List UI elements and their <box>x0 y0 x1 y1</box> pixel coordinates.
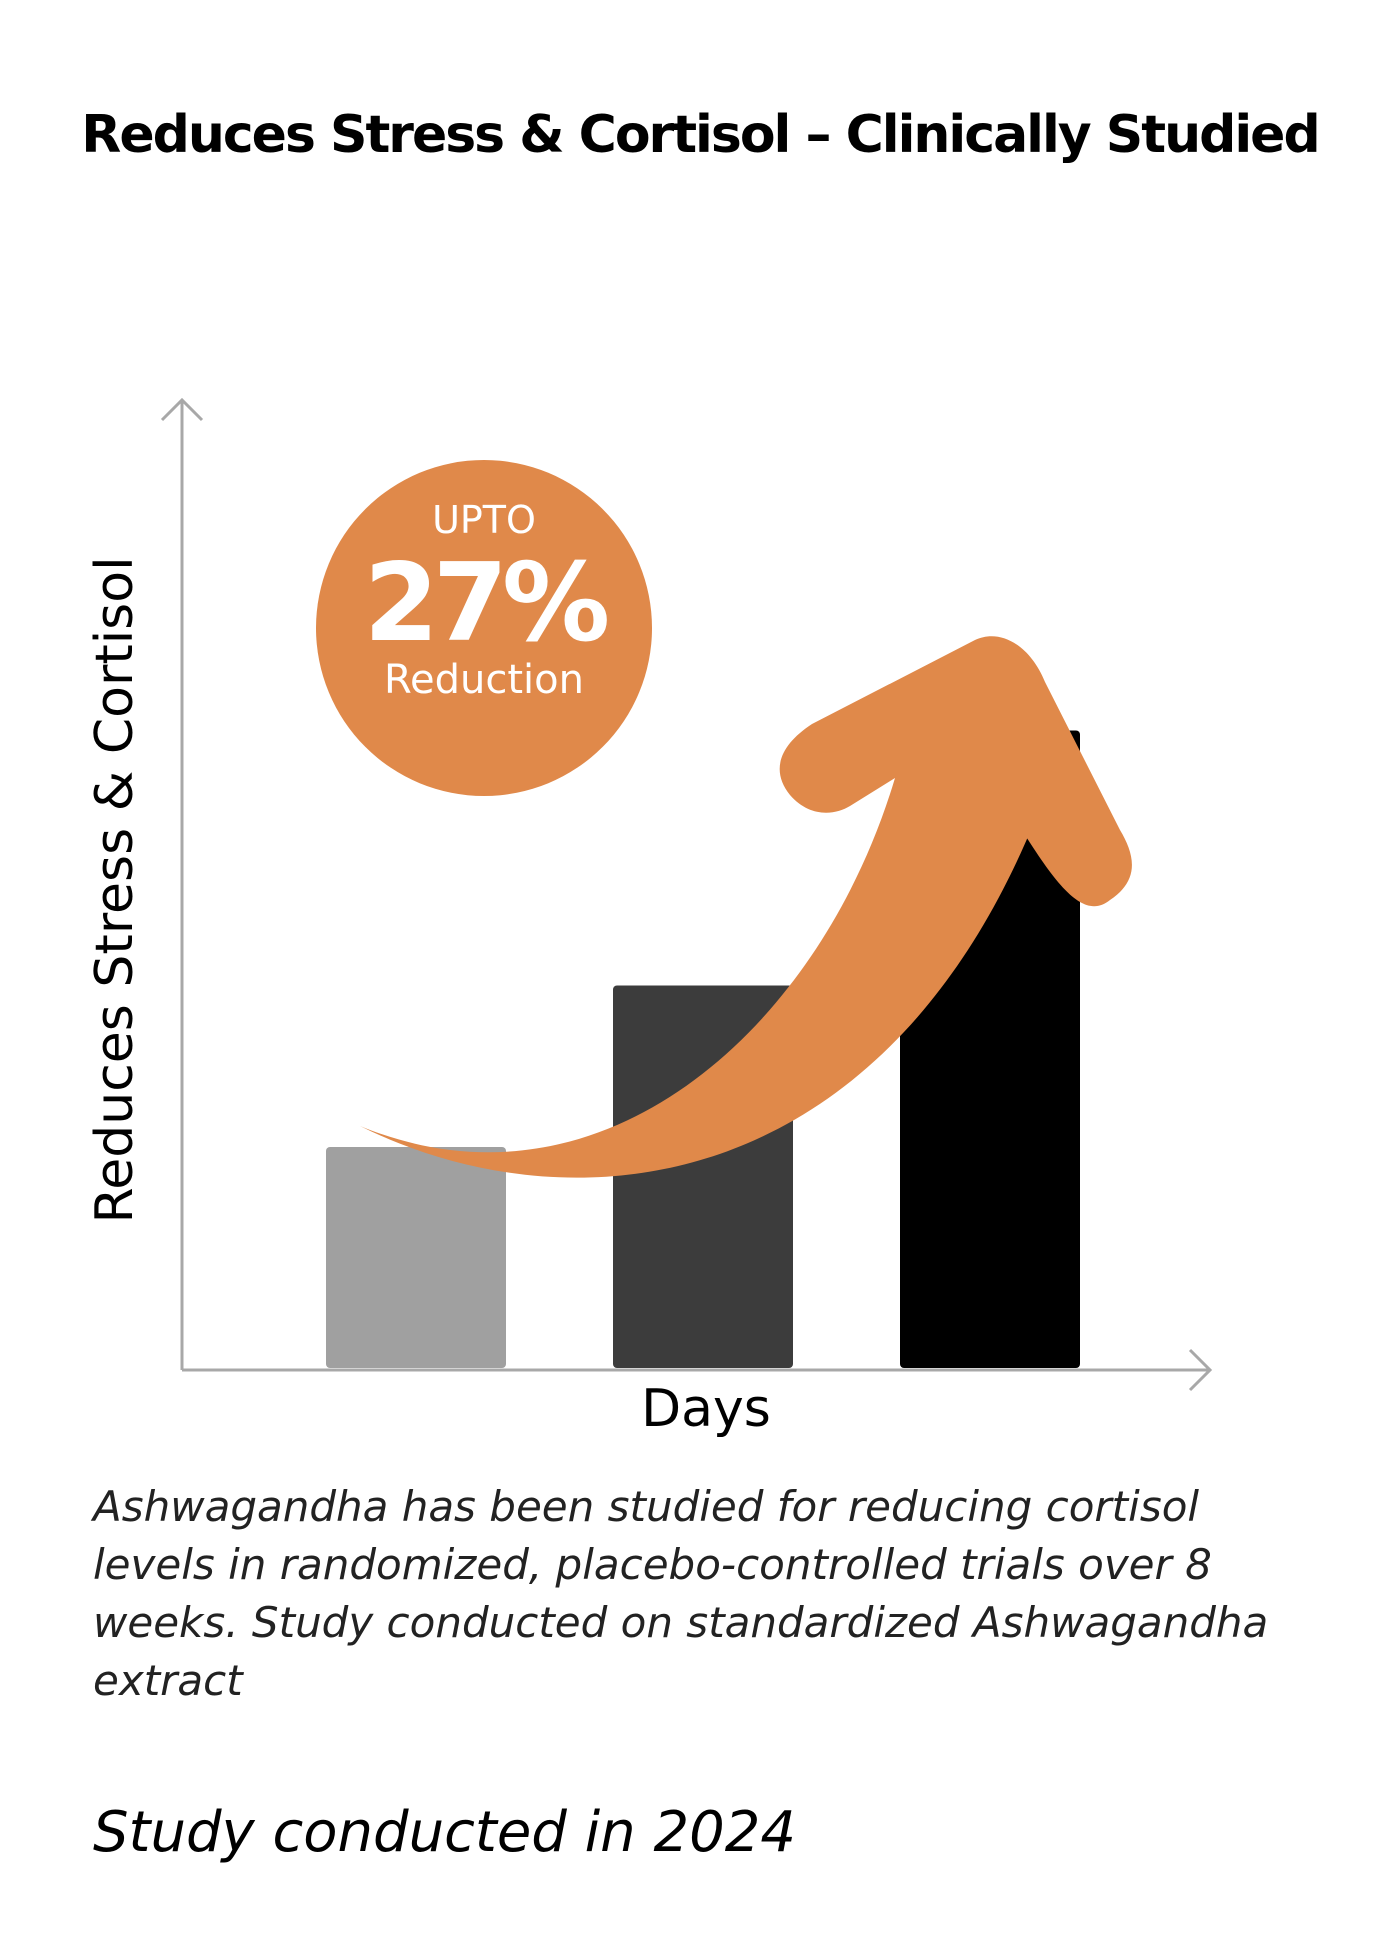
badge-top-text: UPTO <box>432 498 536 542</box>
badge-bottom-text: Reduction <box>384 657 584 703</box>
y-axis-label: Reduces Stress & Cortisol <box>85 556 145 1223</box>
trend-arrow <box>360 636 1132 1178</box>
study-year-note: Study conducted in 2024 <box>93 1800 796 1865</box>
badge-circle <box>316 460 652 796</box>
x-axis-arrowhead <box>1188 1348 1213 1392</box>
y-axis-arrowhead <box>160 397 204 422</box>
reduction-badge: UPTO 27% Reduction <box>316 460 652 796</box>
badge-value-text: 27% <box>364 541 607 666</box>
bar-1 <box>326 1147 506 1368</box>
page-title: Reduces Stress & Cortisol – Clinically S… <box>81 105 1320 165</box>
study-description: Ashwagandha has been studied for reducin… <box>93 1482 1269 1705</box>
x-axis-label: Days <box>641 1379 771 1439</box>
